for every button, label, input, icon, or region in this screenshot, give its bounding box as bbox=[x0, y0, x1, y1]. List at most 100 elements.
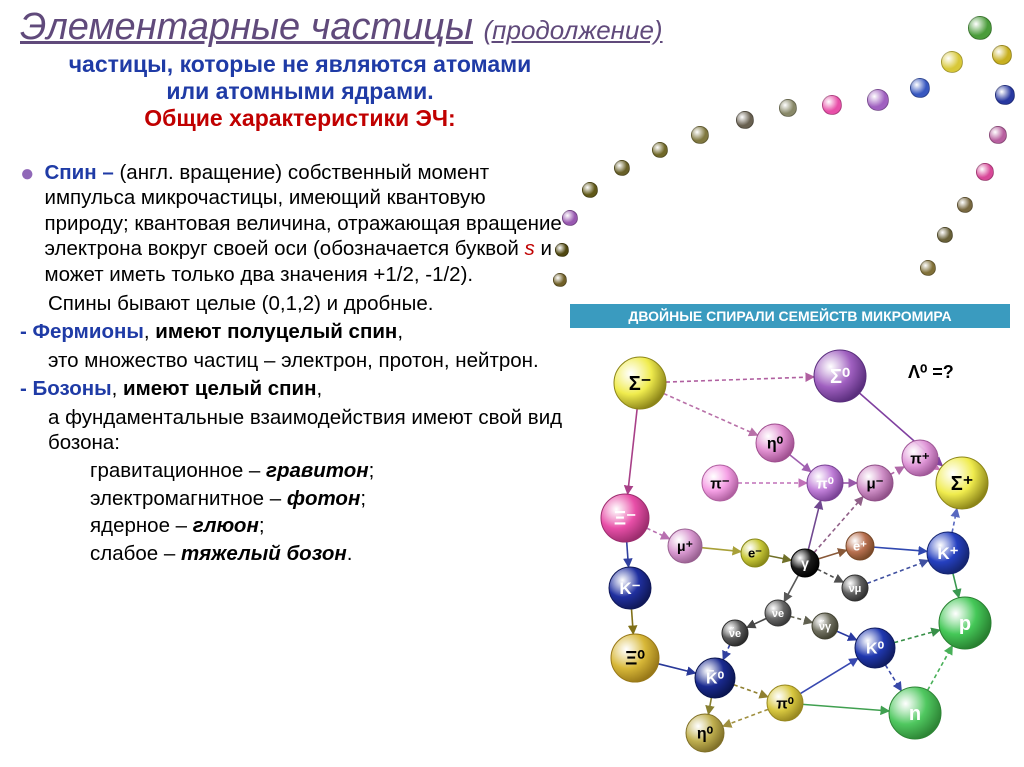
particle-label-gamma: γ bbox=[801, 555, 809, 571]
edge-e-plus-k-plus bbox=[874, 547, 927, 551]
deco-dot bbox=[992, 45, 1012, 65]
deco-dot bbox=[652, 142, 668, 158]
spin-term: Спин – bbox=[45, 161, 120, 184]
deco-dot bbox=[553, 273, 567, 287]
deco-dot bbox=[562, 210, 578, 226]
deco-dot bbox=[957, 197, 973, 213]
diagram-header: ДВОЙНЫЕ СПИРАЛИ СЕМЕЙСТВ МИКРОМИРА bbox=[570, 304, 1010, 328]
edge-pi-plus-sigma-plus bbox=[935, 467, 939, 469]
bosons-line: - Бозоны, имеют целый спин, bbox=[20, 376, 565, 401]
edge-sigma-minus-xi-minus bbox=[628, 409, 637, 494]
spin-types: Спины бывают целые (0,1,2) и дробные. bbox=[48, 291, 565, 316]
bosons-t1: - Бозоны bbox=[20, 377, 112, 400]
particle-label-nu-gamma: ν̃γ bbox=[819, 620, 832, 633]
subtitle-block: частицы, которые не являются атомами или… bbox=[20, 51, 580, 132]
particle-label-k-minus: K⁻ bbox=[619, 579, 640, 598]
deco-dot bbox=[968, 16, 992, 40]
deco-dot bbox=[736, 111, 754, 129]
edge-gamma-nu-mu bbox=[818, 569, 844, 582]
nuc-c: ; bbox=[259, 514, 265, 537]
title-sub: (продолжение) bbox=[484, 15, 663, 45]
deco-dot bbox=[822, 95, 842, 115]
grav-line: гравитационное – гравитон; bbox=[90, 458, 565, 483]
spin-s: s bbox=[525, 237, 535, 260]
diagram-box: ДВОЙНЫЕ СПИРАЛИ СЕМЕЙСТВ МИКРОМИРА Σ⁻Σ⁰Σ… bbox=[570, 304, 1010, 758]
particle-label-nu-e-tilde: ν̃e bbox=[729, 627, 741, 640]
weak-a: слабое – bbox=[90, 542, 181, 565]
grav-a: гравитационное – bbox=[90, 459, 266, 482]
edge-k-zero-bar-eta-zero2 bbox=[708, 698, 711, 715]
edge-eta-zero-pi-zero bbox=[790, 455, 811, 472]
deco-dot bbox=[779, 99, 797, 117]
weak-c: . bbox=[347, 542, 353, 565]
bosons-t3: имеют целый спин bbox=[123, 377, 317, 400]
fermions-t1: - Фермионы bbox=[20, 320, 144, 343]
subtitle-l2: или атомными ядрами. bbox=[20, 78, 580, 105]
deco-dot bbox=[976, 163, 994, 181]
deco-dot bbox=[555, 243, 569, 257]
subtitle-l1: частицы, которые не являются атомами bbox=[20, 51, 580, 78]
em-b: фотон bbox=[287, 487, 361, 510]
particle-label-pi-plus: π⁺ bbox=[910, 450, 929, 467]
edge-k-plus-sigma-plus bbox=[952, 508, 957, 532]
particle-label-sigma-zero: Σ⁰ bbox=[830, 366, 850, 388]
particle-label-mu-plus: μ⁺ bbox=[677, 538, 693, 554]
particle-label-nu-mu: νμ bbox=[849, 583, 862, 595]
subtitle-l3: Общие характеристики ЭЧ: bbox=[20, 105, 580, 132]
spin-def1: (англ. вращение) собственный момент импу… bbox=[45, 161, 562, 260]
edge-mu-minus-pi-plus bbox=[891, 467, 905, 475]
particle-label-sigma-minus: Σ⁻ bbox=[629, 373, 652, 395]
body-content: ● Спин – (англ. вращение) собственный мо… bbox=[20, 160, 565, 568]
edge-k-zero-p bbox=[894, 630, 940, 643]
fermions-line: - Фермионы, имеют полуцелый спин, bbox=[20, 319, 565, 344]
deco-dot bbox=[920, 260, 936, 276]
edge-mu-plus-e-minus bbox=[702, 548, 741, 552]
edge-xi-minus-mu-plus bbox=[647, 528, 670, 539]
edge-k-plus-p bbox=[953, 573, 959, 597]
weak-b: тяжелый бозон bbox=[181, 542, 347, 565]
edge-gamma-pi-zero bbox=[808, 500, 820, 549]
edge-sigma-minus-sigma-zero bbox=[666, 377, 814, 382]
particle-label-n: n bbox=[909, 703, 921, 725]
edge-nu-mu-k-plus bbox=[867, 560, 928, 583]
nuc-a: ядерное – bbox=[90, 514, 193, 537]
em-line: электромагнитное – фотон; bbox=[90, 486, 565, 511]
edge-gamma-nu-e bbox=[784, 575, 798, 601]
lambda-label: Λ⁰ =? bbox=[908, 362, 954, 382]
edge-sigma-minus-eta-zero bbox=[664, 394, 758, 436]
deco-dot bbox=[937, 227, 953, 243]
title-main: Элементарные частицы bbox=[20, 6, 473, 48]
nuc-line: ядерное – глюон; bbox=[90, 513, 565, 538]
edge-n-p bbox=[928, 646, 953, 691]
em-a: электромагнитное – bbox=[90, 487, 287, 510]
deco-dot bbox=[941, 51, 963, 73]
particle-diagram: Σ⁻Σ⁰Σ⁺η⁰π⁻π⁰μ⁻π⁺Ξ⁻μ⁺e⁻γe⁺νμK⁻K⁺νeν̃γν̃eΞ… bbox=[570, 328, 1010, 758]
bosons-t4: , bbox=[317, 377, 323, 400]
particle-label-pi-minus: π⁻ bbox=[710, 475, 729, 492]
particle-label-k-zero: K⁰ bbox=[866, 641, 885, 658]
bosons-t2: , bbox=[112, 377, 123, 400]
edge-pi-zero2-eta-zero2 bbox=[723, 709, 768, 726]
edge-nu-e-nu-e-tilde bbox=[747, 618, 766, 627]
deco-dot bbox=[691, 126, 709, 144]
deco-dot bbox=[582, 182, 598, 198]
edge-e-minus-gamma bbox=[769, 556, 792, 561]
fermions-l2: это множество частиц – электрон, протон,… bbox=[48, 348, 565, 373]
em-c: ; bbox=[360, 487, 366, 510]
slide-title: Элементарные частицы (продолжение) bbox=[0, 0, 1024, 51]
edge-nu-e-tilde-k-zero-bar bbox=[723, 645, 730, 660]
edge-k-zero-n bbox=[885, 665, 901, 691]
nuc-b: глюон bbox=[193, 514, 259, 537]
fermions-t4: , bbox=[397, 320, 403, 343]
particle-label-eta-zero2: η⁰ bbox=[697, 726, 714, 743]
edge-nu-e-nu-gamma bbox=[791, 616, 813, 622]
edge-k-zero-bar-pi-zero2 bbox=[734, 685, 768, 697]
grav-b: гравитон bbox=[266, 459, 369, 482]
particle-label-eta-zero: η⁰ bbox=[767, 436, 784, 453]
particle-label-p: p bbox=[959, 613, 971, 635]
edge-nu-gamma-k-zero bbox=[837, 631, 857, 640]
fermions-t2: , bbox=[144, 320, 155, 343]
particle-label-k-plus: K⁺ bbox=[937, 544, 958, 563]
deco-dot bbox=[995, 85, 1015, 105]
fermions-t3: имеют полуцелый спин bbox=[155, 320, 397, 343]
